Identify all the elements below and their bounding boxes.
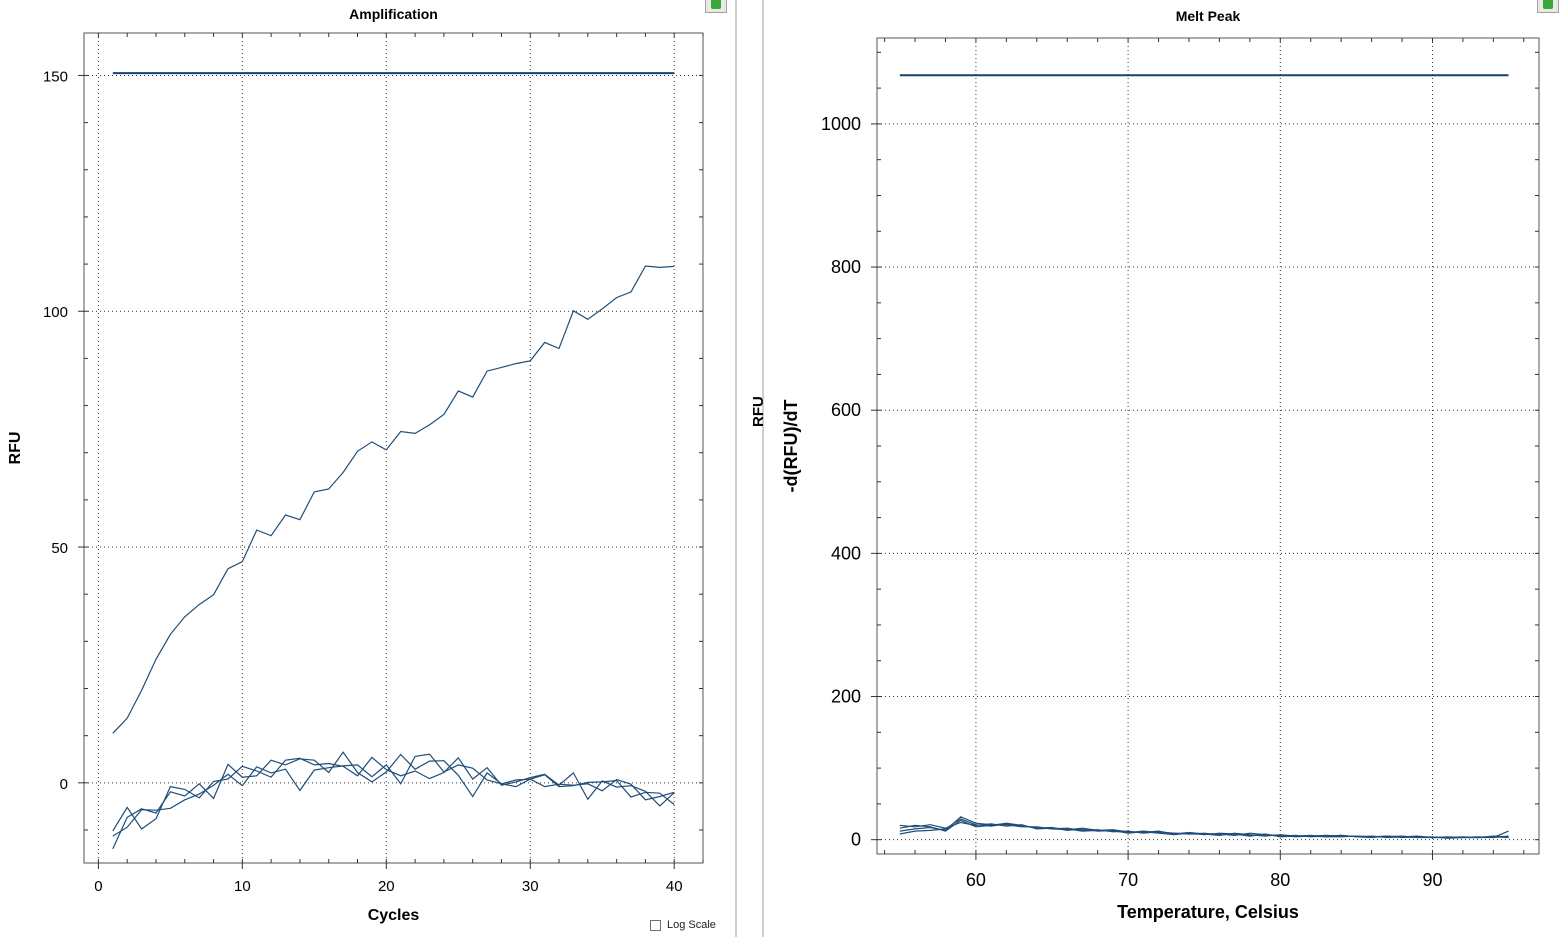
x-tick-label: 40 [666, 878, 683, 895]
x-tick-label: 30 [522, 878, 539, 895]
chart-title: Amplification [349, 6, 438, 22]
y-tick-label: 600 [831, 400, 861, 420]
x-tick-label: 20 [378, 878, 395, 895]
expand-icon [1543, 0, 1553, 9]
y-tick-label: 400 [831, 543, 861, 563]
expand-icon [711, 0, 721, 9]
plot-frame [83, 32, 704, 864]
y-axis-label: -d(RFU)/dT [781, 400, 801, 493]
splitter-edge [762, 0, 764, 937]
amplification-panel: Amplification 0 10 20 30 40 0 50 100 150 Cycles RFU… [0, 0, 735, 937]
log-scale-checkbox[interactable] [650, 919, 661, 931]
panel-splitter[interactable]: RFU [735, 0, 767, 937]
x-tick-label: 90 [1422, 870, 1442, 890]
y-axis-label: RFU [7, 432, 24, 465]
log-scale-label: Log Scale [667, 919, 716, 931]
series-line [112, 753, 675, 837]
series-line [899, 819, 1509, 839]
amplification-chart: Amplification 0 10 20 30 40 0 50 100 150 Cycles RFU [7, 6, 704, 924]
y-tick-label: 800 [831, 257, 861, 277]
x-tick-label: 70 [1118, 870, 1138, 890]
y-tick-label: 0 [851, 830, 861, 850]
x-tick-label: 0 [94, 878, 102, 895]
series-line [112, 751, 675, 850]
chart-title: Melt Peak [1176, 8, 1241, 24]
x-axis-label: Temperature, Celsius [1117, 902, 1299, 922]
series-line [899, 821, 1509, 839]
y-tick-label: 0 [60, 776, 68, 793]
series-line [899, 816, 1509, 839]
y-tick-label: 1000 [821, 114, 861, 134]
y-tick-label: 100 [43, 304, 68, 321]
y-tick-label: 150 [43, 68, 68, 85]
melt-peak-chart: Melt Peak 60 70 80 90 0 200 400 600 800 1000 Temper… [781, 8, 1540, 922]
log-scale-toggle[interactable]: Log Scale [650, 917, 716, 933]
melt-peak-panel: Melt Peak 60 70 80 90 0 200 400 600 800 1000 Temper… [764, 0, 1567, 937]
y-tick-label: 200 [831, 687, 861, 707]
y-tick-label: 50 [51, 540, 68, 557]
splitter-edge [735, 0, 737, 937]
amplification-expand-button[interactable] [705, 0, 727, 13]
series-line [112, 265, 675, 734]
x-axis-label: Cycles [368, 907, 420, 924]
melt-peak-expand-button[interactable] [1537, 0, 1559, 13]
series-line [112, 756, 675, 832]
x-tick-label: 10 [234, 878, 251, 895]
x-tick-label: 60 [966, 870, 986, 890]
x-tick-label: 80 [1270, 870, 1290, 890]
